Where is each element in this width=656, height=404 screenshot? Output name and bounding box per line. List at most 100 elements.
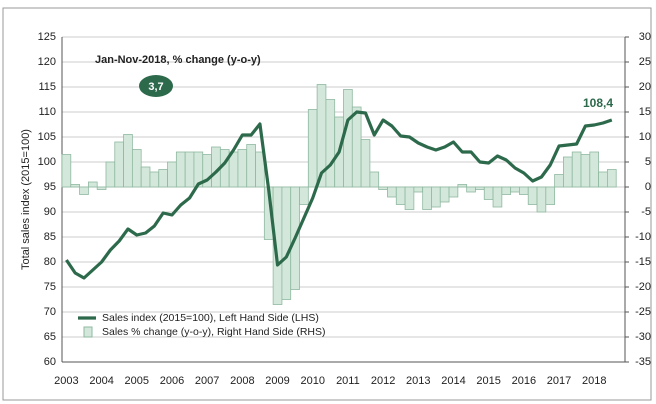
x-tick-label: 2003: [54, 375, 78, 387]
bar: [281, 186, 292, 300]
bar: [483, 186, 494, 200]
bar: [246, 144, 256, 188]
bar: [431, 186, 441, 208]
bar: [554, 174, 564, 188]
bar: [448, 186, 459, 198]
bar: [527, 186, 538, 205]
bar: [395, 186, 406, 205]
y2-tick-label: -5: [641, 206, 651, 218]
y2-tick-label: -15: [635, 256, 651, 268]
end-label: 108,4: [583, 96, 613, 110]
x-tick-label: 2010: [300, 375, 324, 387]
bar: [175, 151, 186, 188]
bar: [439, 186, 450, 203]
bar: [607, 169, 617, 188]
legend-swatch: [83, 326, 93, 338]
bar: [140, 166, 151, 188]
bar: [96, 186, 107, 190]
bar: [519, 186, 529, 195]
bar: [571, 151, 582, 188]
y-tick-label: 80: [44, 256, 56, 268]
bar: [255, 151, 265, 188]
bar: [184, 151, 195, 188]
x-tick-label: 2008: [230, 375, 254, 387]
y-tick-label: 90: [44, 206, 56, 218]
x-tick-label: 2004: [89, 375, 113, 387]
y2-tick-label: 5: [645, 156, 651, 168]
bubble: [139, 75, 173, 97]
x-tick-label: 2009: [265, 375, 289, 387]
bar: [325, 99, 336, 188]
bar: [131, 149, 142, 188]
bar: [563, 156, 573, 188]
bar: [492, 186, 503, 208]
y-tick-label: 110: [38, 106, 56, 118]
bar: [413, 186, 424, 193]
x-tick-label: 2017: [547, 375, 571, 387]
bar: [149, 171, 160, 188]
y2-tick-label: 10: [639, 131, 651, 143]
legend-label: Sales % change (y-o-y), Right Hand Side …: [102, 326, 326, 338]
bar: [123, 134, 133, 188]
y-tick-label: 60: [44, 356, 56, 368]
x-tick-label: 2007: [195, 375, 219, 387]
bar: [158, 169, 168, 188]
y-tick-label: 120: [38, 56, 56, 68]
y2-tick-label: -30: [635, 331, 651, 343]
y-tick-label: 105: [38, 131, 56, 143]
bar: [114, 141, 124, 188]
y2-tick-label: -35: [635, 356, 651, 368]
y-tick-label: 70: [44, 306, 56, 318]
y-tick-label: 75: [44, 281, 56, 293]
x-tick-label: 2015: [476, 375, 500, 387]
y-axis-label: Total sales index (2015=100): [20, 129, 32, 270]
bar: [457, 184, 468, 188]
bar: [167, 161, 177, 188]
bubble-label: 3,7: [148, 81, 163, 93]
x-tick-label: 2006: [160, 375, 184, 387]
bar: [545, 186, 556, 205]
bar: [105, 161, 116, 188]
x-tick-label: 2005: [125, 375, 149, 387]
y2-tick-label: 20: [639, 81, 651, 93]
line: [65, 110, 613, 280]
bar: [536, 186, 547, 213]
bar: [237, 149, 248, 188]
bar: [510, 186, 520, 193]
legend-label: Sales index (2015=100), Left Hand Side (…: [102, 312, 319, 324]
x-tick-label: 2011: [336, 375, 360, 387]
y2-tick-label: -25: [635, 306, 651, 318]
y2-tick-label: 15: [639, 106, 651, 118]
bar: [475, 186, 485, 190]
bar: [589, 151, 600, 188]
frame: [2, 7, 652, 401]
bar: [501, 186, 512, 195]
bar: [343, 89, 353, 188]
bar: [369, 171, 380, 188]
bar: [70, 184, 80, 188]
y-tick-label: 100: [38, 156, 56, 168]
annotation: Jan-Nov-2018, % change (y-o-y): [95, 54, 261, 66]
bar: [360, 139, 371, 188]
x-tick-label: 2013: [406, 375, 430, 387]
x-tick-label: 2016: [512, 375, 536, 387]
bar: [378, 186, 388, 190]
bar: [598, 171, 608, 188]
y-tick-label: 115: [38, 81, 56, 93]
y2-tick-label: 0: [645, 181, 651, 193]
y-tick-label: 85: [44, 231, 56, 243]
x-tick-label: 2012: [371, 375, 395, 387]
bar: [299, 186, 309, 205]
x-tick-label: 2014: [441, 375, 465, 387]
y2-tick-label: 30: [639, 31, 651, 43]
bar: [387, 186, 397, 198]
bar: [351, 106, 362, 188]
bar: [422, 186, 432, 210]
y-tick-label: 95: [44, 181, 56, 193]
bar: [580, 154, 591, 188]
y-tick-label: 125: [38, 31, 56, 43]
bar: [79, 186, 89, 195]
y2-tick-label: -20: [635, 281, 651, 293]
y2-tick-label: -10: [635, 231, 651, 243]
